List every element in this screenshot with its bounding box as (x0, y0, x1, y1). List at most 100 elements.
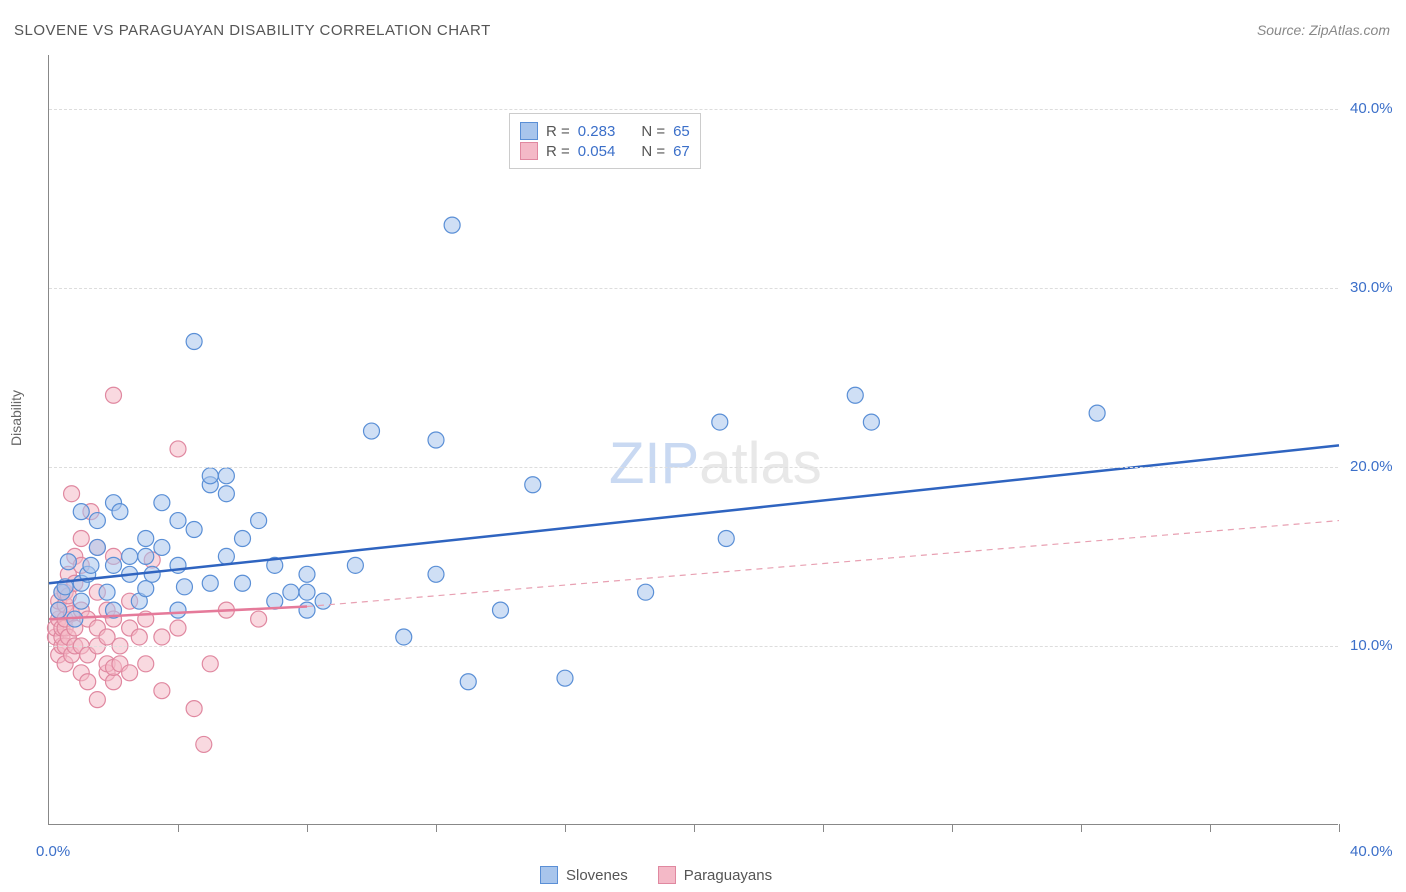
scatter-point (202, 468, 218, 484)
x-tick (565, 824, 566, 832)
scatter-point (557, 670, 573, 686)
scatter-point (218, 548, 234, 564)
x-tick (1339, 824, 1340, 832)
chart-title: SLOVENE VS PARAGUAYAN DISABILITY CORRELA… (14, 22, 491, 39)
scatter-point (283, 584, 299, 600)
scatter-point (718, 530, 734, 546)
gridline (49, 288, 1338, 289)
scatter-point (170, 620, 186, 636)
scatter-point (60, 554, 76, 570)
scatter-point (299, 566, 315, 582)
scatter-point (460, 674, 476, 690)
scatter-point (99, 584, 115, 600)
scatter-point (364, 423, 380, 439)
scatter-point (112, 504, 128, 520)
scatter-point (251, 513, 267, 529)
scatter-point (299, 584, 315, 600)
gridline (49, 109, 1338, 110)
trend-line (307, 521, 1339, 607)
scatter-point (64, 486, 80, 502)
scatter-point (202, 656, 218, 672)
scatter-point (251, 611, 267, 627)
scatter-point (131, 629, 147, 645)
scatter-point (396, 629, 412, 645)
gridline (49, 467, 1338, 468)
x-tick (307, 824, 308, 832)
scatter-point (89, 692, 105, 708)
scatter-point (176, 579, 192, 595)
scatter-point (154, 629, 170, 645)
scatter-point (186, 701, 202, 717)
scatter-point (863, 414, 879, 430)
scatter-point (51, 602, 67, 618)
scatter-point (712, 414, 728, 430)
x-tick (436, 824, 437, 832)
scatter-svg (49, 55, 1338, 824)
scatter-point (186, 334, 202, 350)
y-tick-label: 10.0% (1350, 637, 1393, 654)
legend-label-paraguayans: Paraguayans (684, 867, 772, 884)
x-tick (952, 824, 953, 832)
x-tick (694, 824, 695, 832)
scatter-point (89, 513, 105, 529)
scatter-point (218, 486, 234, 502)
x-tick (1081, 824, 1082, 832)
scatter-point (444, 217, 460, 233)
scatter-point (1089, 405, 1105, 421)
x-axis-min: 0.0% (36, 843, 70, 860)
scatter-point (525, 477, 541, 493)
scatter-point (83, 557, 99, 573)
scatter-point (299, 602, 315, 618)
scatter-point (122, 665, 138, 681)
scatter-point (196, 736, 212, 752)
plot-area: ZIPatlas R = 0.283 N = 65 R = 0.054 N = … (48, 55, 1338, 825)
scatter-point (428, 566, 444, 582)
scatter-point (106, 674, 122, 690)
scatter-point (122, 548, 138, 564)
x-tick (823, 824, 824, 832)
x-axis-max: 40.0% (1350, 843, 1393, 860)
scatter-point (144, 566, 160, 582)
scatter-point (218, 468, 234, 484)
scatter-point (106, 557, 122, 573)
scatter-point (638, 584, 654, 600)
scatter-point (89, 539, 105, 555)
scatter-point (138, 581, 154, 597)
legend-label-slovenes: Slovenes (566, 867, 628, 884)
scatter-point (106, 387, 122, 403)
scatter-point (235, 530, 251, 546)
y-tick-label: 40.0% (1350, 100, 1393, 117)
gridline (49, 646, 1338, 647)
swatch-slovenes (540, 866, 558, 884)
scatter-point (138, 530, 154, 546)
scatter-point (170, 441, 186, 457)
legend-series: Slovenes Paraguayans (540, 866, 772, 884)
scatter-point (154, 495, 170, 511)
swatch-paraguayans (658, 866, 676, 884)
scatter-point (428, 432, 444, 448)
scatter-point (73, 530, 89, 546)
scatter-point (493, 602, 509, 618)
source-label: Source: ZipAtlas.com (1257, 22, 1390, 38)
y-tick-label: 30.0% (1350, 279, 1393, 296)
scatter-point (73, 593, 89, 609)
scatter-point (202, 575, 218, 591)
x-tick (178, 824, 179, 832)
x-tick (1210, 824, 1211, 832)
legend-item-paraguayans: Paraguayans (658, 866, 772, 884)
scatter-point (138, 548, 154, 564)
scatter-point (154, 683, 170, 699)
scatter-point (170, 602, 186, 618)
legend-item-slovenes: Slovenes (540, 866, 628, 884)
scatter-point (170, 513, 186, 529)
scatter-point (73, 504, 89, 520)
y-axis-label: Disability (8, 390, 24, 446)
scatter-point (315, 593, 331, 609)
scatter-point (80, 674, 96, 690)
scatter-point (138, 656, 154, 672)
y-tick-label: 20.0% (1350, 458, 1393, 475)
scatter-point (186, 522, 202, 538)
scatter-point (154, 539, 170, 555)
scatter-point (235, 575, 251, 591)
scatter-point (347, 557, 363, 573)
